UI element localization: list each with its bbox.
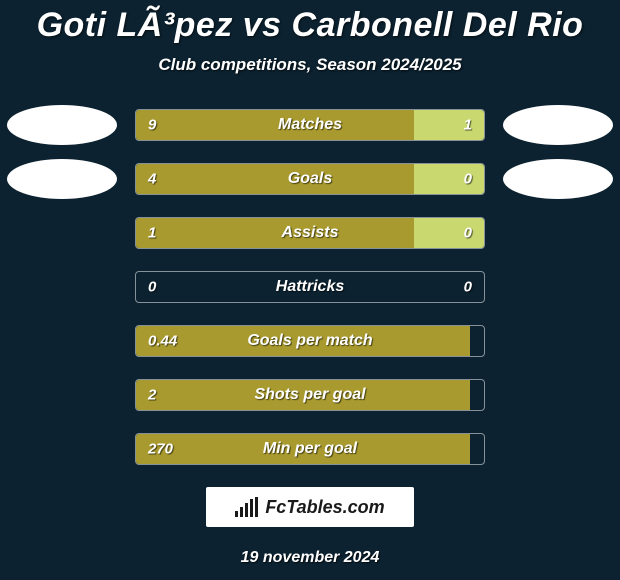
comparison-chart: Goti LÃ³pez vs Carbonell Del Rio Club co…	[0, 0, 620, 580]
avatar-slot	[7, 321, 117, 361]
stat-value-left: 2	[148, 387, 156, 404]
stat-bar-left	[136, 218, 414, 248]
avatar-slot	[503, 375, 613, 415]
stat-value-left: 9	[148, 117, 156, 134]
avatar-right	[503, 159, 613, 199]
watermark-text: FcTables.com	[265, 497, 384, 518]
stat-label: Matches	[278, 116, 342, 134]
stat-bar-track: 1 0 Assists	[135, 217, 485, 249]
stat-bar-track: 0 0 Hattricks	[135, 271, 485, 303]
stat-value-left: 270	[148, 441, 173, 458]
avatar-slot	[503, 429, 613, 469]
avatar-slot	[7, 375, 117, 415]
watermark-badge: FcTables.com	[206, 487, 414, 527]
avatar-left	[7, 105, 117, 145]
stat-label: Goals	[288, 170, 332, 188]
stat-value-left: 4	[148, 171, 156, 188]
stat-value-left: 0	[148, 279, 156, 296]
avatar-slot	[7, 213, 117, 253]
stat-label: Min per goal	[263, 440, 357, 458]
stat-value-right: 0	[464, 225, 472, 242]
stat-bar-track: 2 Shots per goal	[135, 379, 485, 411]
stat-row: 9 1 Matches	[0, 105, 620, 145]
avatar-left	[7, 159, 117, 199]
stat-row: 2 Shots per goal	[0, 375, 620, 415]
stat-bar-track: 9 1 Matches	[135, 109, 485, 141]
stat-row: 4 0 Goals	[0, 159, 620, 199]
stat-value-right: 0	[464, 279, 472, 296]
stat-value-right: 1	[464, 117, 472, 134]
avatar-slot	[7, 267, 117, 307]
stat-bar-track: 270 Min per goal	[135, 433, 485, 465]
avatar-slot	[503, 267, 613, 307]
stat-rows-container: 9 1 Matches 4 0 Goals 1 0 Assists 0 0 Hattricks 0.44…	[0, 105, 620, 469]
stat-value-right: 0	[464, 171, 472, 188]
stat-bar-track: 0.44 Goals per match	[135, 325, 485, 357]
avatar-slot	[7, 429, 117, 469]
stat-bar-track: 4 0 Goals	[135, 163, 485, 195]
stat-label: Hattricks	[276, 278, 344, 296]
avatar-slot	[503, 321, 613, 361]
stat-row: 0 0 Hattricks	[0, 267, 620, 307]
stat-row: 0.44 Goals per match	[0, 321, 620, 361]
stat-bar-left	[136, 110, 414, 140]
stat-value-left: 1	[148, 225, 156, 242]
stat-bar-right	[414, 218, 484, 248]
page-subtitle: Club competitions, Season 2024/2025	[0, 55, 620, 75]
stat-label: Goals per match	[247, 332, 372, 350]
stat-row: 270 Min per goal	[0, 429, 620, 469]
stat-label: Assists	[282, 224, 339, 242]
stat-row: 1 0 Assists	[0, 213, 620, 253]
stat-bar-right	[414, 110, 484, 140]
page-title: Goti LÃ³pez vs Carbonell Del Rio	[0, 6, 620, 45]
bar-chart-icon	[235, 497, 259, 517]
stat-value-left: 0.44	[148, 333, 177, 350]
stat-bar-left	[136, 164, 414, 194]
stat-label: Shots per goal	[254, 386, 365, 404]
avatar-slot	[503, 213, 613, 253]
footer-date: 19 november 2024	[0, 549, 620, 567]
stat-bar-right	[414, 164, 484, 194]
avatar-right	[503, 105, 613, 145]
